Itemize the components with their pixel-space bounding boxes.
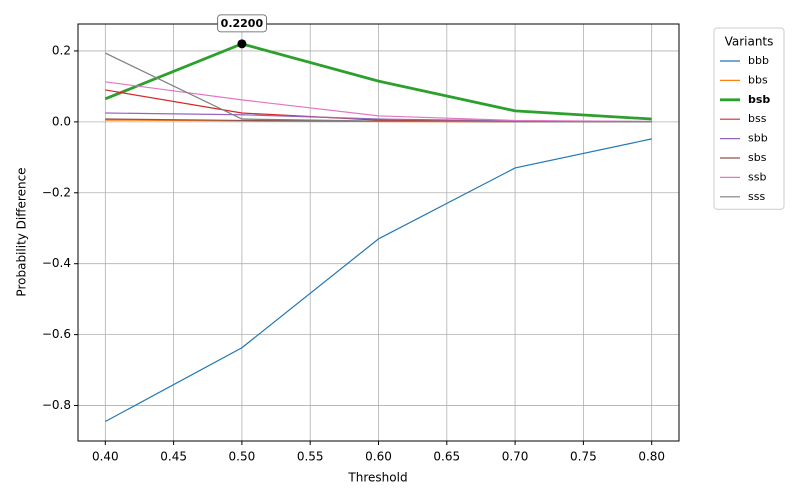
y-tick-label: −0.2 (42, 185, 71, 199)
series-line (104, 42, 652, 121)
x-tick-label: 0.75 (570, 450, 597, 464)
y-tick-label: −0.6 (42, 327, 71, 341)
legend-label: bbs (748, 73, 768, 86)
x-tick-label: 0.50 (229, 450, 256, 464)
annotation-point (237, 39, 247, 49)
x-tick-label: 0.45 (160, 450, 187, 464)
x-tick-label: 0.40 (92, 450, 119, 464)
y-tick-label: 0.0 (52, 114, 71, 128)
annotation-box (217, 14, 267, 33)
legend-label: bss (748, 112, 767, 125)
y-axis-label: Probability Difference (15, 167, 29, 296)
x-tick-label: 0.55 (297, 450, 324, 464)
legend-label: bsb (748, 93, 770, 106)
y-tick-label: −0.8 (42, 398, 71, 412)
legend-box (713, 27, 785, 210)
annotation-text: 0.2200 (221, 17, 264, 30)
legend-label: sbs (748, 151, 767, 164)
series-line (105, 52, 652, 123)
x-tick-label: 0.60 (365, 450, 392, 464)
legend-label: bbb (748, 54, 769, 67)
x-tick-label: 0.80 (638, 450, 665, 464)
x-tick-label: 0.70 (502, 450, 529, 464)
series-line (105, 81, 652, 123)
legend-label: ssb (748, 170, 766, 183)
legend-label: sss (748, 190, 765, 203)
x-tick-label: 0.65 (433, 450, 460, 464)
y-tick-label: −0.4 (42, 256, 71, 270)
legend: Variants bbb bbs bsb bss sbb sbs ssb sss (713, 27, 785, 210)
plot-frame (77, 23, 680, 442)
x-axis-label: Threshold (347, 471, 407, 485)
series-line (105, 138, 652, 423)
legend-title: Variants (725, 35, 774, 49)
y-tick-label: 0.2 (52, 43, 71, 57)
legend-label: sbb (748, 132, 768, 145)
